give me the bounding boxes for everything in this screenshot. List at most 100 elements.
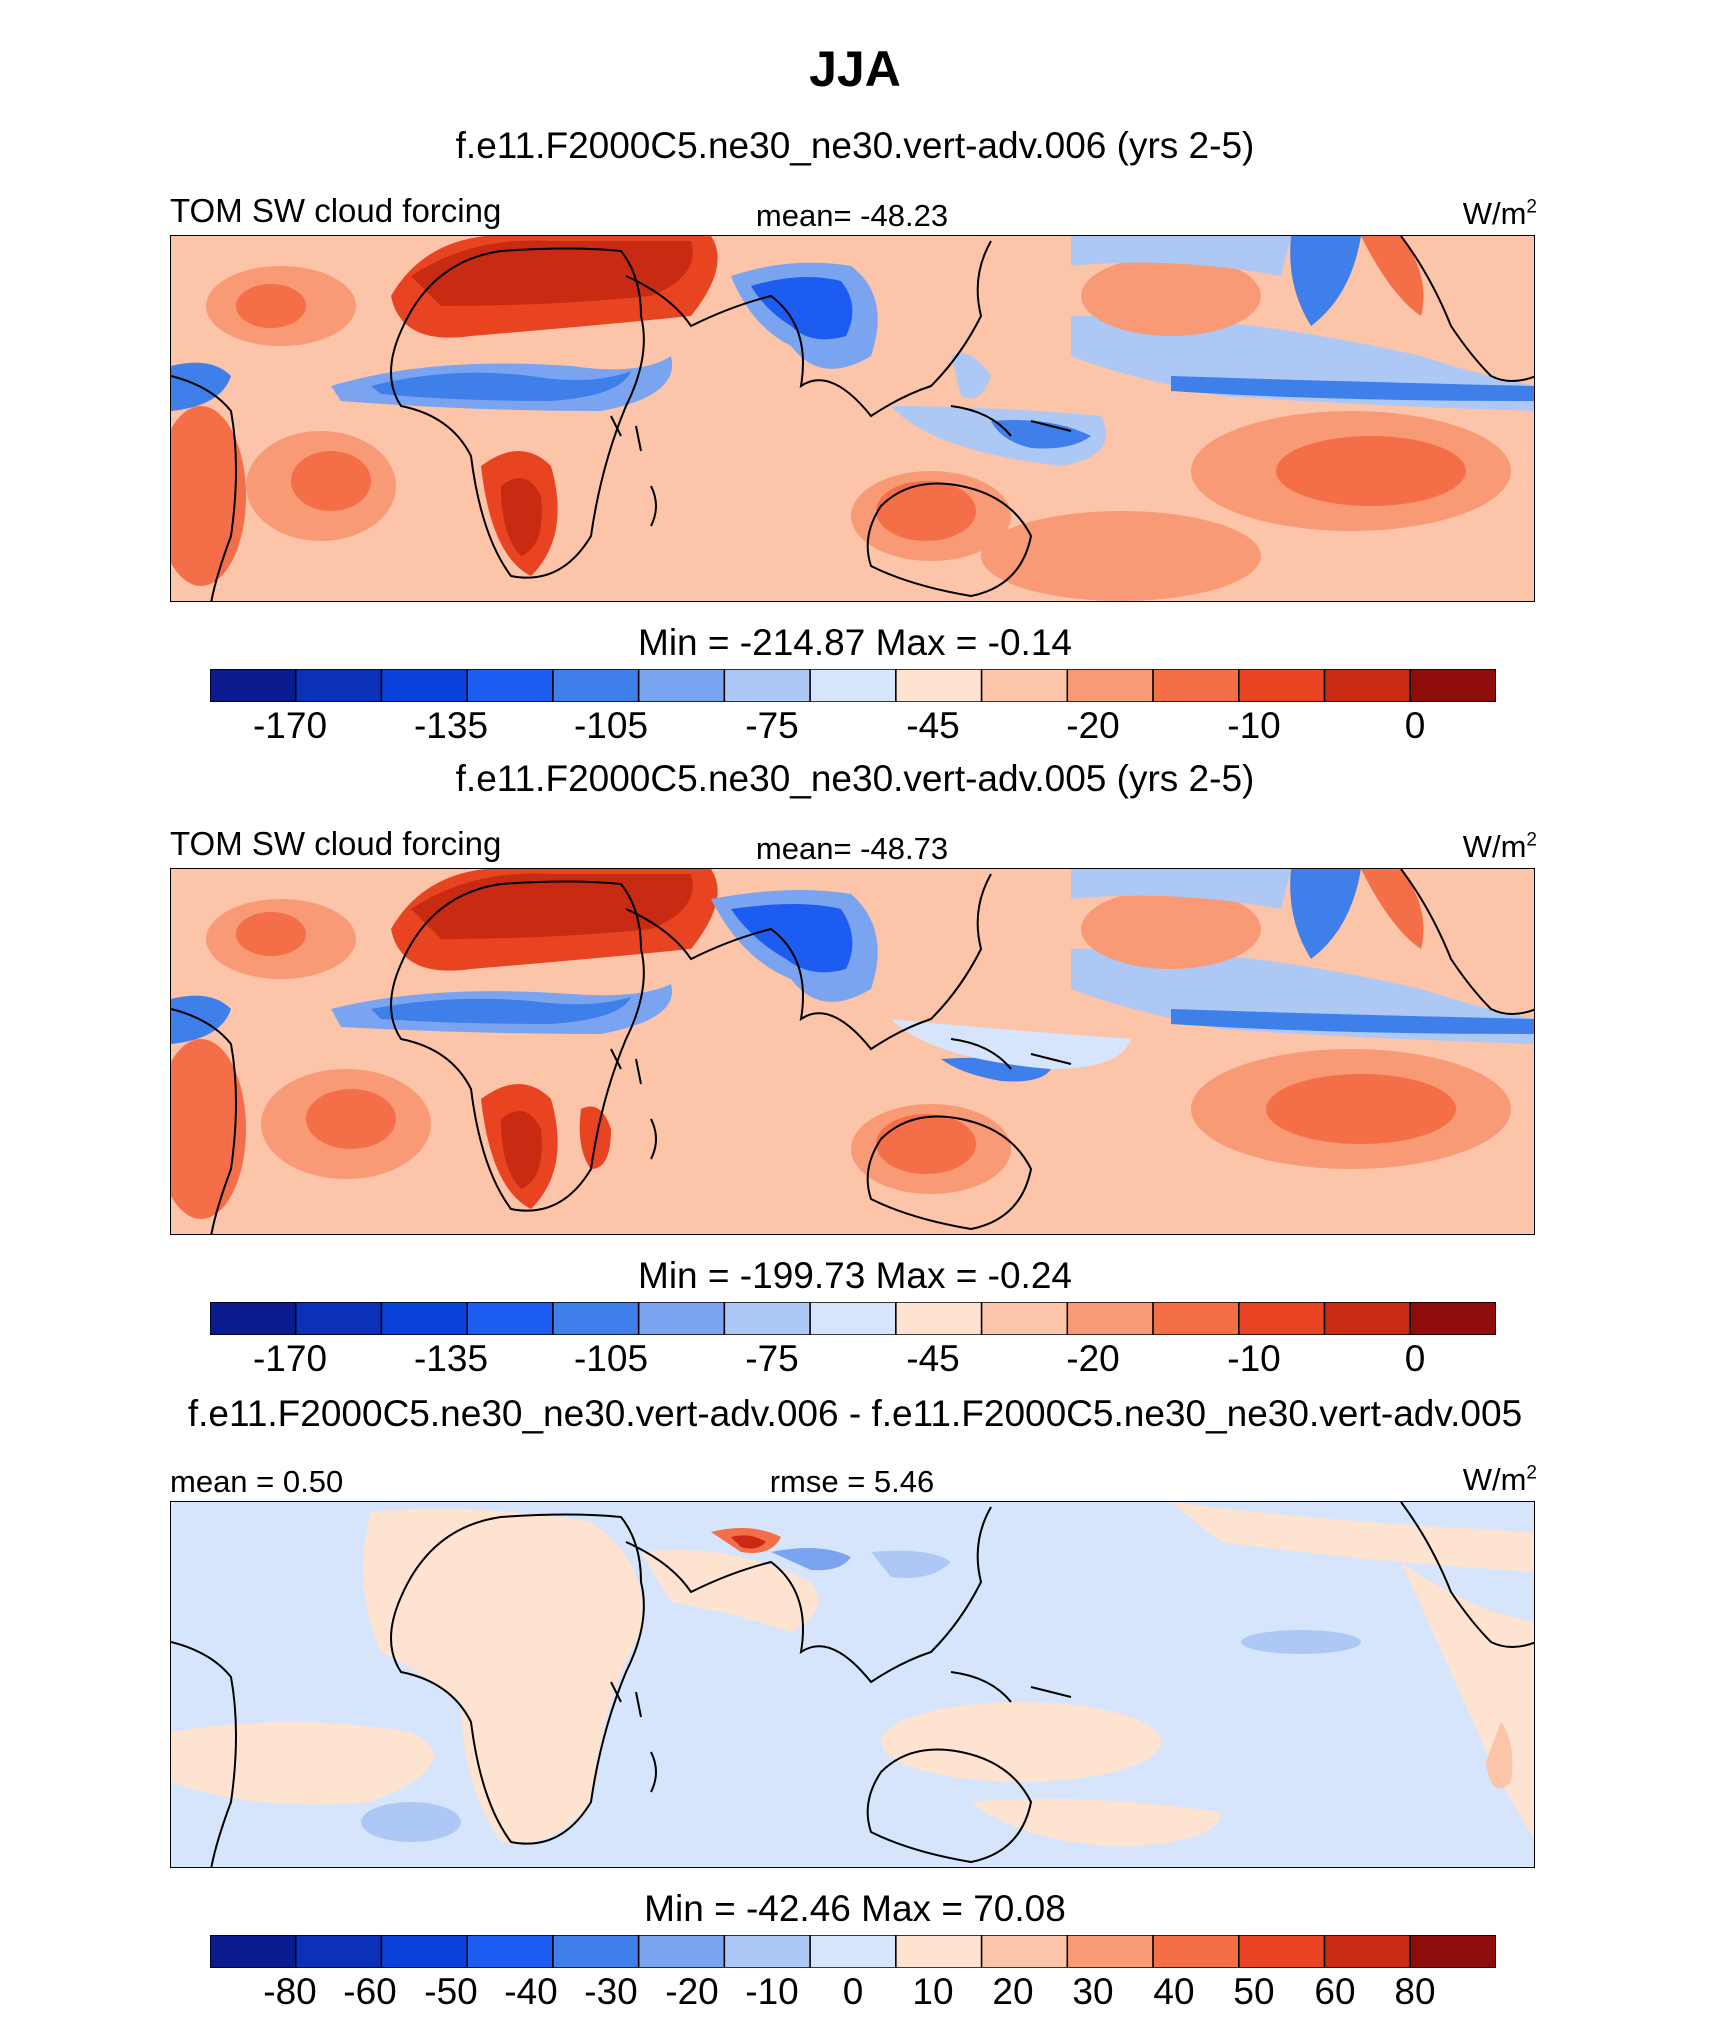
colorbar-swatch [380,1302,468,1335]
colorbar-swatch [637,1935,726,1968]
colorbar-swatch [1323,1302,1412,1335]
colorbar-swatch [723,669,811,702]
colorbar-swatch [210,669,297,702]
coastlines [171,869,1534,1234]
field-contours [171,869,1534,1219]
colorbar-swatch [466,1935,554,1968]
colorbar-tick-label: -50 [424,1971,478,2012]
colorbar-swatch [895,1935,983,1968]
field-contours [171,1502,1534,1847]
colorbar-tick-label: -20 [665,1971,719,2012]
colorbar-swatch [294,1935,383,1968]
colorbar-tick-label: -10 [745,1971,799,2012]
colorbar-swatch [1409,1935,1496,1968]
panel-1-colorbar [210,669,1496,702]
colorbar-swatch [380,669,468,702]
panel-2-colorbar [210,1302,1496,1335]
colorbar-swatch [1238,1935,1326,1968]
panel-2-variable-label: TOM SW cloud forcing [170,825,502,862]
colorbar-tick-label: -75 [745,1338,799,1379]
colorbar-swatch [1152,1302,1240,1335]
colorbar-swatch [210,1935,297,1968]
panel-2-units-label: W/m2 [1462,829,1537,864]
colorbar-tick-label: -40 [504,1971,558,2012]
colorbar-swatch [1323,1935,1412,1968]
colorbar-tick-label: 40 [1153,1971,1195,2012]
colorbar-swatch [895,1302,983,1335]
colorbar-tick-label: 60 [1314,1971,1356,2012]
colorbar-swatch [210,1302,297,1335]
colorbar-swatch [809,669,897,702]
panel-1-variable-label: TOM SW cloud forcing [170,192,502,229]
colorbar-swatch [1409,1302,1496,1335]
panel-1-map [170,235,1535,602]
colorbar-tick-label: -60 [343,1971,397,2012]
colorbar-swatch [980,669,1069,702]
colorbar-tick-label: 50 [1233,1971,1275,2012]
colorbar-tick-label: -170 [252,705,328,746]
colorbar-swatch [552,669,640,702]
colorbar-tick-label: -75 [745,705,799,746]
colorbar-tick-label: 0 [1404,705,1426,746]
colorbar-swatch [980,1935,1069,1968]
colorbar-swatch [466,1302,554,1335]
colorbar-swatch [1152,1935,1240,1968]
colorbar-tick-label: 0 [1404,1338,1426,1379]
colorbar-swatch [1323,669,1412,702]
colorbar-swatch [723,1935,811,1968]
colorbar-swatch [1066,1935,1154,1968]
colorbar-swatch [466,669,554,702]
colorbar-tick-label: -10 [1227,705,1281,746]
colorbar-swatch [294,1302,383,1335]
panel-3-units-label: W/m2 [1462,1462,1537,1497]
colorbar-swatch [637,1302,726,1335]
field-contours [171,236,1534,601]
panel-2-case-title: f.e11.F2000C5.ne30_ne30.vert-adv.005 (yr… [455,758,1255,799]
panel-1-case-title: f.e11.F2000C5.ne30_ne30.vert-adv.006 (yr… [455,125,1255,166]
panel-3-case-title: f.e11.F2000C5.ne30_ne30.vert-adv.006 - f… [187,1393,1523,1434]
colorbar-swatch [637,669,726,702]
panel-3-colorbar [210,1935,1496,1968]
panel-1-colorbar-ticks: -170 -135 -105 -75 -45 -20 -10 0 [0,705,1710,750]
panel-2-mean-label: mean= -48.73 [755,831,949,866]
coastlines [171,1502,1534,1867]
panel-1-minmax: Min = -214.87 Max = -0.14 [638,622,1072,663]
colorbar-tick-label: -45 [906,1338,960,1379]
panel-3-colorbar-ticks: -80 -60 -50 -40 -30 -20 -10 0 10 20 30 4… [0,1971,1710,2016]
colorbar-swatch [1409,669,1496,702]
colorbar-tick-label: 0 [842,1971,864,2012]
panel-1-units-label: W/m2 [1462,196,1537,231]
colorbar-swatch [294,669,383,702]
coastlines [171,236,1534,601]
colorbar-tick-label: 20 [992,1971,1034,2012]
colorbar-tick-label: -20 [1066,1338,1120,1379]
colorbar-swatch [980,1302,1069,1335]
main-title: JJA [809,41,901,97]
panel-3-rmse-label: rmse = 5.46 [769,1464,935,1499]
colorbar-tick-label: -20 [1066,705,1120,746]
panel-2-colorbar-ticks: -170 -135 -105 -75 -45 -20 -10 0 [0,1338,1710,1383]
colorbar-swatch [380,1935,468,1968]
colorbar-swatch [723,1302,811,1335]
colorbar-swatch [1238,1302,1326,1335]
colorbar-swatch [895,669,983,702]
colorbar-tick-label: -80 [263,1971,317,2012]
colorbar-tick-label: -30 [584,1971,638,2012]
panel-3-map [170,1501,1535,1868]
colorbar-tick-label: 80 [1394,1971,1436,2012]
panel-3-mean-label: mean = 0.50 [170,1464,344,1499]
colorbar-swatch [1152,669,1240,702]
panel-3-minmax: Min = -42.46 Max = 70.08 [644,1888,1066,1929]
colorbar-tick-label: 30 [1072,1971,1114,2012]
colorbar-swatch [809,1935,897,1968]
colorbar-swatch [809,1302,897,1335]
colorbar-tick-label: 10 [912,1971,954,2012]
colorbar-tick-label: -135 [413,705,489,746]
panel-2-minmax: Min = -199.73 Max = -0.24 [638,1255,1072,1296]
colorbar-tick-label: -170 [252,1338,328,1379]
colorbar-tick-label: -105 [573,705,649,746]
colorbar-swatch [1066,669,1154,702]
colorbar-tick-label: -135 [413,1338,489,1379]
colorbar-swatch [1238,669,1326,702]
panel-2-map [170,868,1535,1235]
